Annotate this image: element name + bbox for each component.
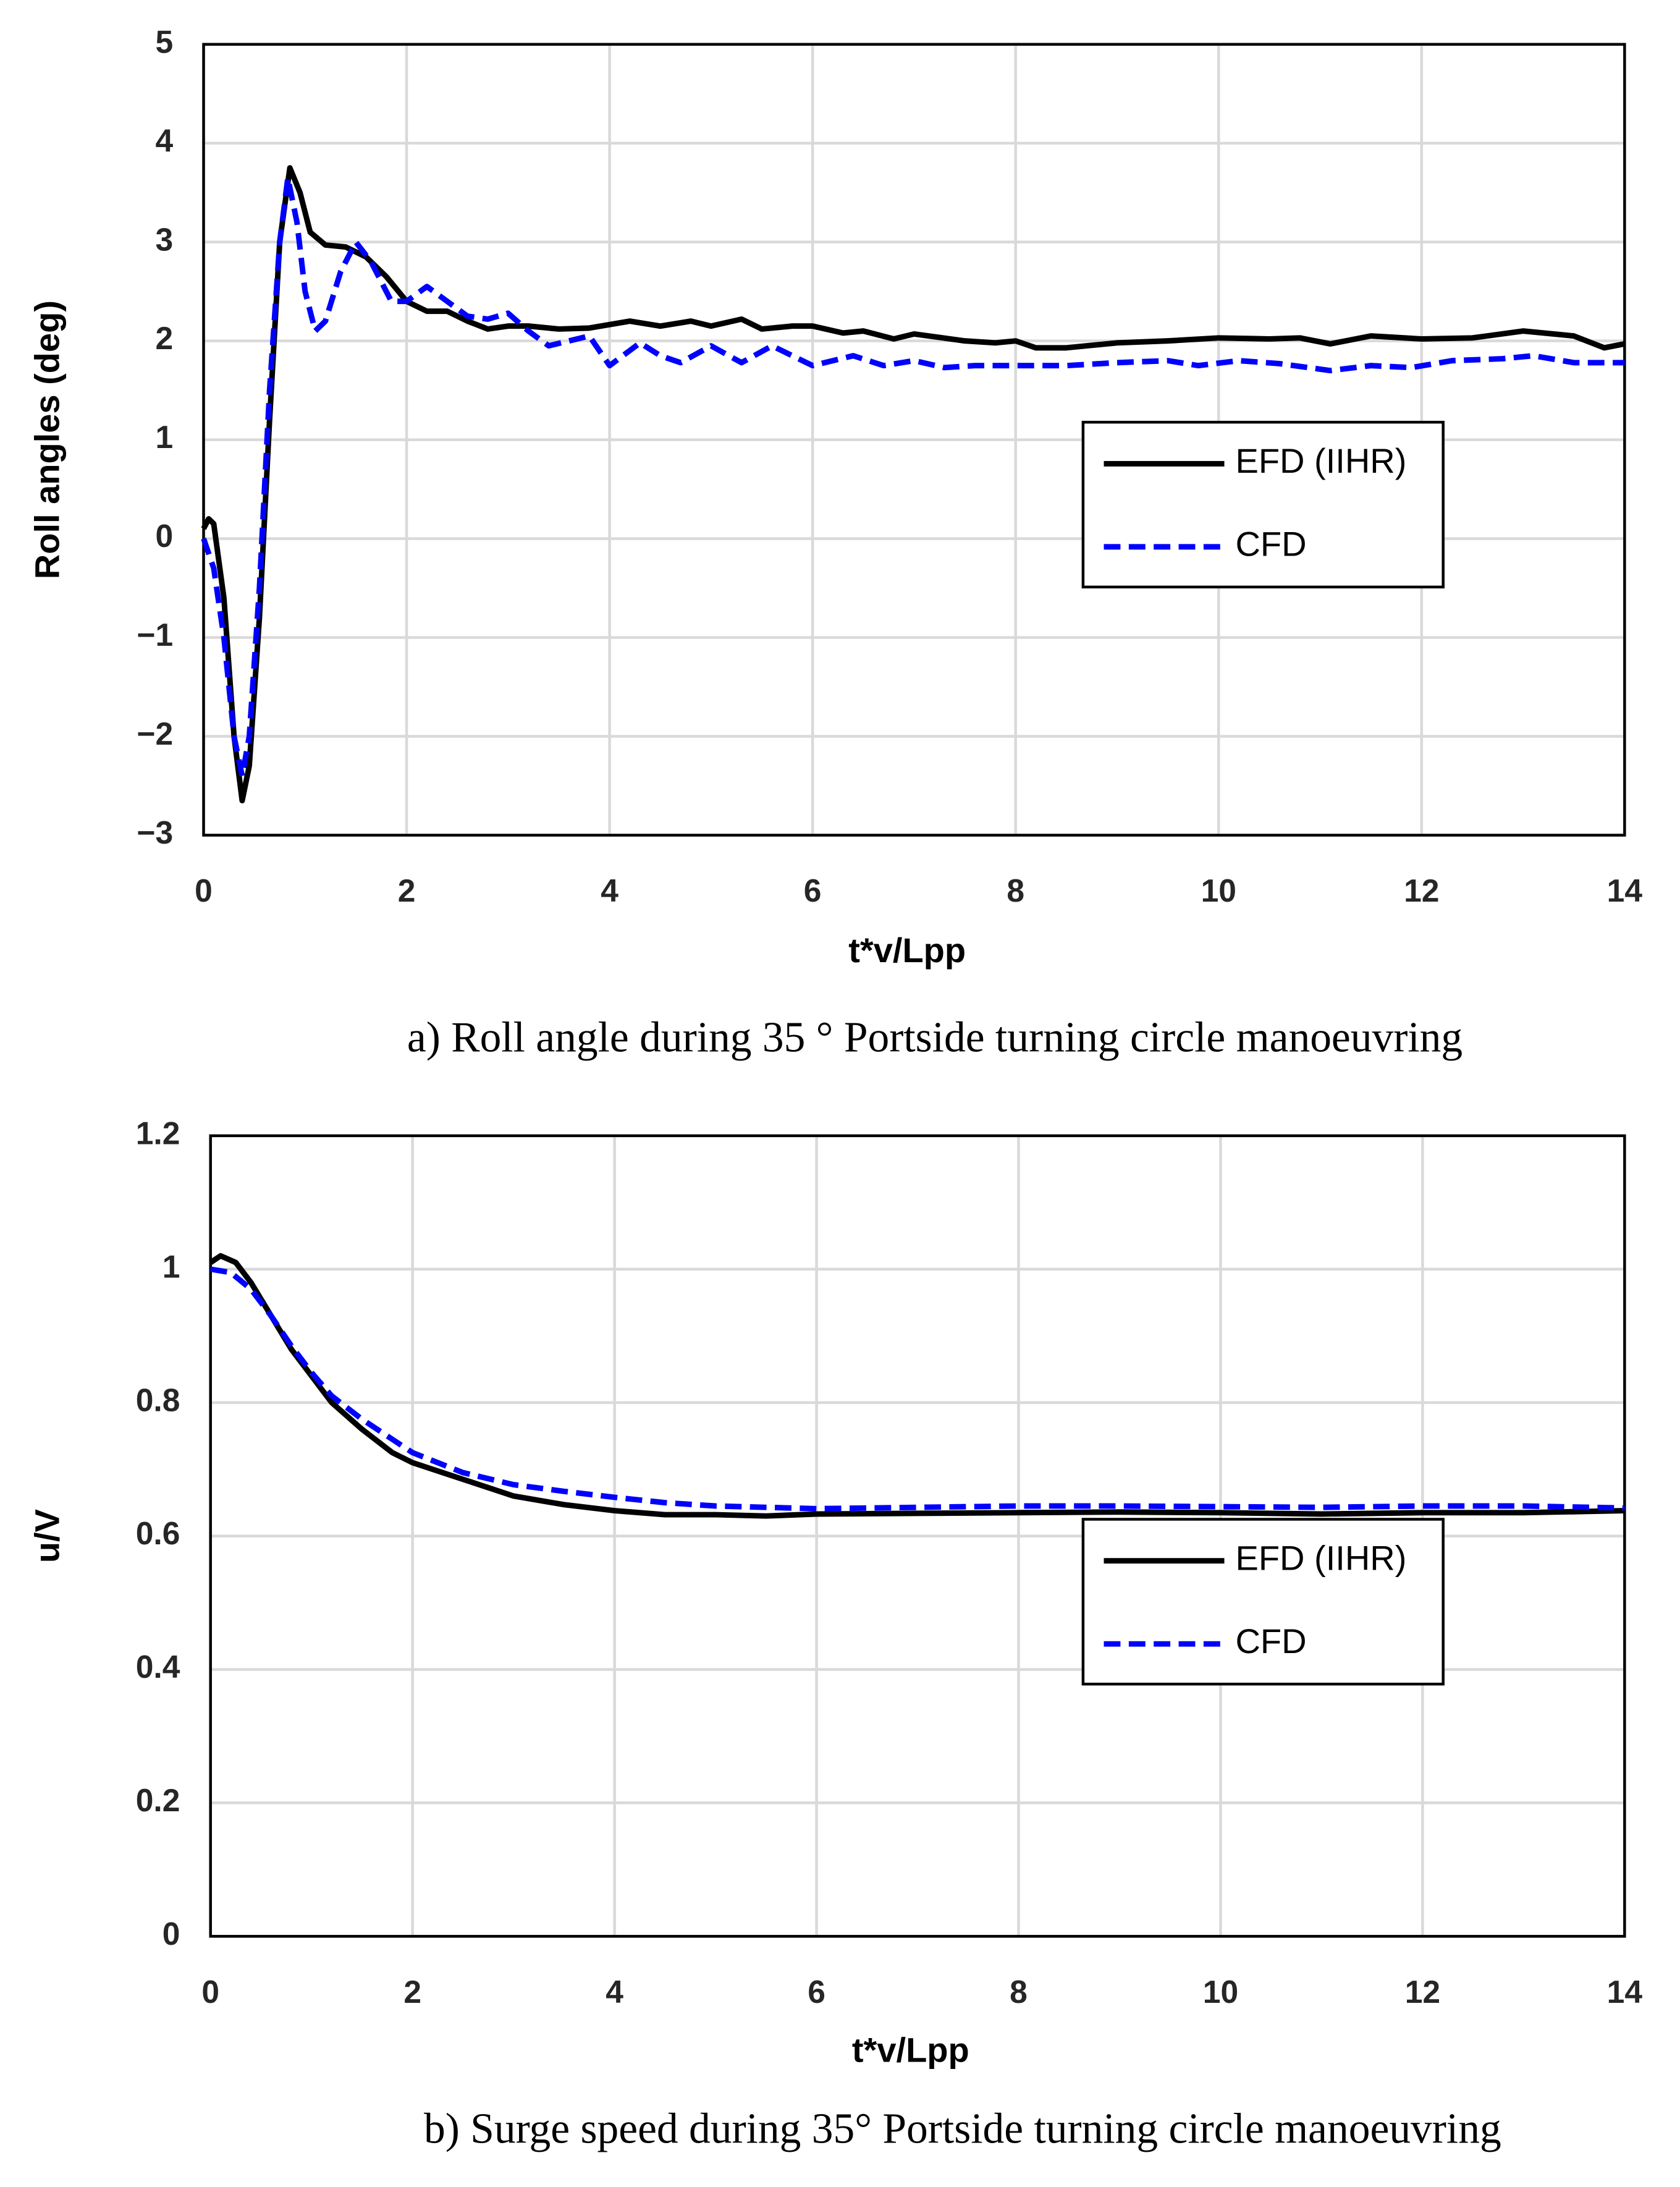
y-tick-label: −3 — [137, 814, 173, 850]
y-axis-title: u/V — [27, 1509, 66, 1563]
y-tick-label: 1 — [156, 419, 174, 455]
legend-label: CFD — [1235, 1622, 1306, 1660]
data-line — [209, 1266, 1625, 1512]
x-tick-label: 8 — [1010, 1974, 1028, 2010]
x-tick-label: 10 — [1201, 873, 1236, 908]
y-tick-label: 0.8 — [136, 1382, 180, 1418]
legend-label: EFD (IIHR) — [1235, 1539, 1406, 1578]
x-tick-label: 6 — [804, 873, 822, 908]
x-axis-title: t*v/Lpp — [852, 2030, 969, 2069]
x-tick-label: 12 — [1405, 1974, 1440, 2010]
legend-box — [1081, 1518, 1445, 1686]
y-tick-label: 0.6 — [136, 1515, 180, 1551]
x-tick-label: 4 — [601, 873, 618, 908]
x-tick-label: 14 — [1607, 1974, 1643, 2010]
y-tick-label: −2 — [137, 716, 173, 751]
x-tick-label: 8 — [1007, 873, 1024, 908]
y-tick-label: 0 — [163, 1916, 180, 1952]
caption: a) Roll angle during 35 ° Portside turni… — [407, 1013, 1463, 1061]
x-tick-label: 0 — [195, 873, 213, 908]
plot-frame — [209, 1134, 1626, 1938]
x-tick-label: 0 — [201, 1974, 219, 2010]
y-tick-label: 1.2 — [136, 1115, 180, 1151]
y-tick-label: 4 — [156, 122, 174, 158]
x-axis-title: t*v/Lpp — [848, 931, 966, 970]
x-tick-label: 2 — [403, 1974, 421, 2010]
y-tick-label: 0.4 — [136, 1649, 180, 1685]
y-tick-label: 0 — [156, 518, 174, 554]
y-tick-label: 2 — [156, 320, 174, 356]
plot-frame — [202, 43, 1626, 837]
x-tick-label: 10 — [1203, 1974, 1238, 2010]
data-line — [201, 175, 1625, 779]
y-axis-title: Roll angles (deg) — [27, 300, 66, 579]
y-tick-label: 5 — [156, 23, 174, 59]
x-tick-label: 2 — [398, 873, 416, 908]
y-tick-label: 0.2 — [136, 1782, 180, 1818]
x-tick-label: 6 — [808, 1974, 825, 2010]
x-tick-label: 4 — [606, 1974, 623, 2010]
legend-label: EFD (IIHR) — [1235, 441, 1406, 480]
legend-label: CFD — [1235, 525, 1306, 564]
y-tick-label: −1 — [137, 617, 173, 653]
legend-box — [1081, 420, 1445, 589]
caption: b) Surge speed during 35° Portside turni… — [424, 2105, 1501, 2153]
y-tick-label: 3 — [156, 221, 174, 257]
data-line — [209, 1253, 1625, 1519]
y-tick-label: 1 — [163, 1248, 180, 1284]
x-tick-label: 12 — [1404, 873, 1439, 908]
x-tick-label: 14 — [1607, 873, 1643, 908]
